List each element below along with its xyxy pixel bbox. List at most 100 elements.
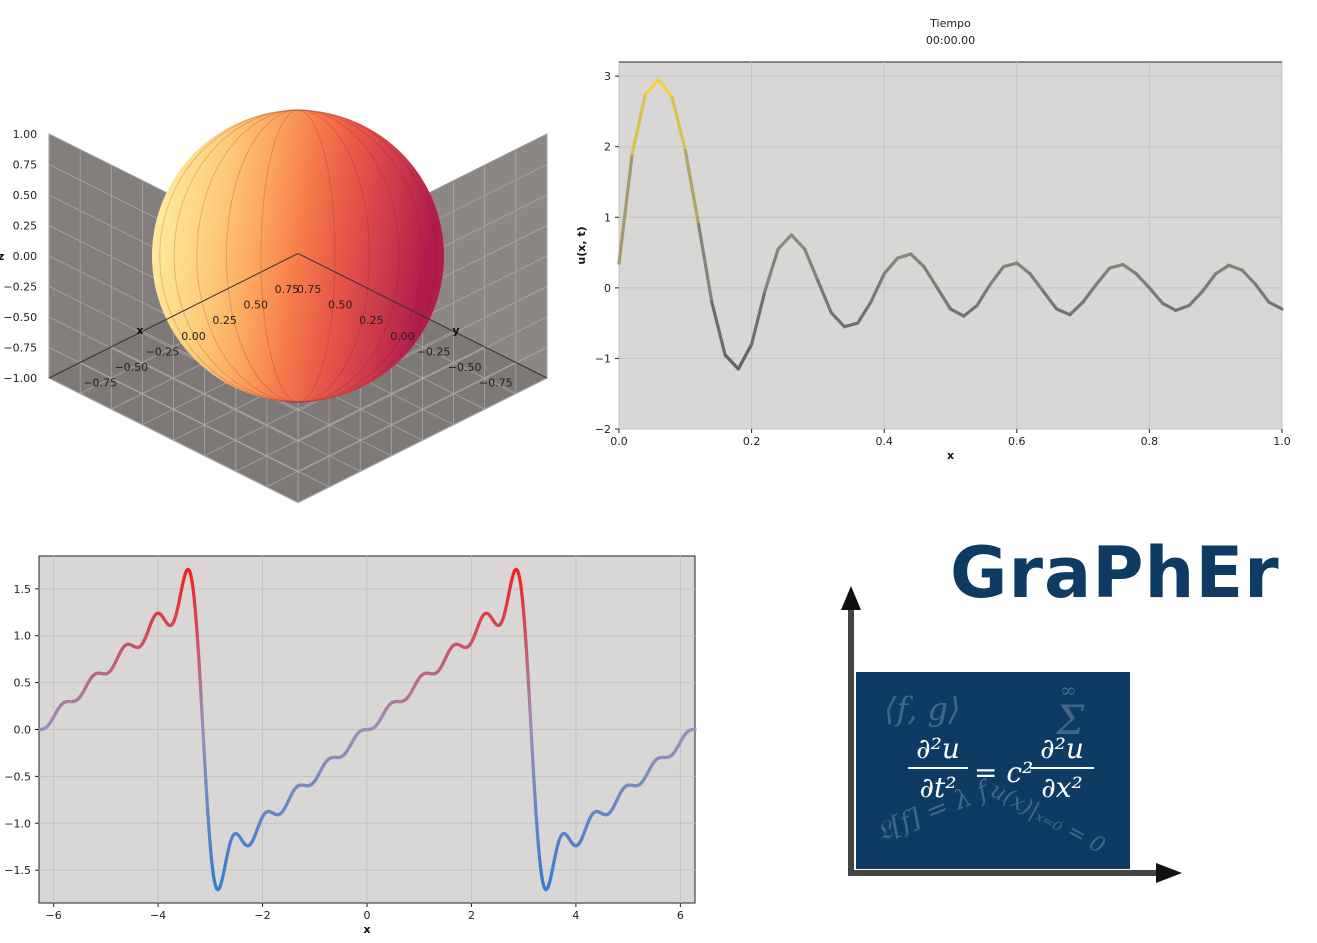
- y-tick-label: 3: [604, 70, 611, 83]
- series-line-segment: [196, 612, 197, 624]
- x-tick-label: 0.6: [1008, 435, 1026, 448]
- sphere-surface: [152, 110, 444, 402]
- x-axis-label: x: [363, 923, 370, 936]
- equation-lhs-bar: [908, 767, 968, 769]
- y-tick-label: 1: [604, 211, 611, 224]
- y-tick-label: −2: [595, 423, 611, 436]
- equation-rhs: ∂²u ∂x²: [1030, 732, 1094, 804]
- x-tick-label: 0.00: [181, 330, 206, 343]
- x-tick-label: 0.8: [1141, 435, 1159, 448]
- y-tick-label: −1.5: [4, 864, 31, 877]
- series-line-segment: [528, 679, 529, 695]
- ghost-inner-product: ⟨f, g⟩: [884, 690, 961, 728]
- series-line-segment: [531, 728, 532, 745]
- z-tick-label: 1.00: [13, 128, 38, 141]
- series-line-segment: [524, 611, 525, 622]
- z-tick-label: 0.50: [13, 189, 38, 202]
- series-line-segment: [527, 663, 528, 679]
- x-tick-label: 1.0: [1273, 435, 1291, 448]
- series-line-segment: [209, 824, 210, 837]
- series-line-segment: [530, 711, 531, 728]
- equation-rhs-bar: [1030, 767, 1094, 769]
- series-line-segment: [525, 635, 526, 649]
- y-tick-label: 0.0: [14, 724, 32, 737]
- series-line-segment: [537, 822, 538, 835]
- x-tick-label: 0.25: [212, 314, 237, 327]
- y-tick-label: −1.0: [4, 817, 31, 830]
- logo-y-arrow-icon: [841, 586, 861, 610]
- equation-mid: = c²: [974, 756, 1033, 789]
- series-line-segment: [200, 681, 201, 697]
- z-tick-label: −1.00: [3, 372, 37, 385]
- x-tick-label: 0.75: [275, 283, 300, 296]
- y-tick-label: 0.50: [328, 299, 353, 312]
- equation-lhs-numerator: ∂²u: [908, 732, 968, 765]
- logo-x-arrow-icon: [1156, 863, 1182, 883]
- series-line-segment: [532, 745, 533, 762]
- x-tick-label: 0.50: [244, 299, 269, 312]
- series-line-segment: [206, 780, 207, 796]
- series-line-segment: [197, 637, 198, 651]
- equation-rhs-denominator: ∂x²: [1030, 771, 1094, 804]
- x-tick-label: 6: [677, 909, 684, 922]
- chart-subtitle: 00:00.00: [926, 34, 975, 47]
- ghost-infinity: ∞: [1060, 678, 1077, 702]
- z-tick-label: 0.25: [13, 220, 38, 233]
- logo-graphic: [780, 520, 1317, 939]
- series-line-segment: [538, 835, 539, 847]
- x-tick-label: 4: [572, 909, 579, 922]
- x-tick-label: −0.25: [146, 345, 180, 358]
- z-tick-label: −0.75: [3, 342, 37, 355]
- z-tick-label: −0.25: [3, 281, 37, 294]
- x-tick-label: 0.2: [743, 435, 761, 448]
- series-line-segment: [196, 624, 197, 637]
- x-axis-label: x: [947, 449, 954, 462]
- grapher-logo: GraPhEr ⟨f, g⟩ Σ ∞ 𝔏[f] = λ f u(x)|ₓ₌₀ =…: [780, 520, 1317, 939]
- y-tick-label: 0.75: [297, 283, 322, 296]
- x-tick-label: −0.50: [114, 361, 148, 374]
- y-tick-label: −0.50: [448, 361, 482, 374]
- series-line-segment: [524, 622, 525, 635]
- series-line-segment: [199, 666, 200, 682]
- y-tick-label: 0.5: [14, 677, 32, 690]
- series-line-segment: [207, 796, 208, 811]
- x-tick-label: −6: [46, 909, 62, 922]
- series-line-segment: [208, 811, 209, 825]
- y-tick-label: 0.00: [390, 330, 415, 343]
- series-line-segment: [536, 808, 537, 822]
- series-line-segment: [203, 731, 204, 748]
- x-tick-label: 0: [364, 909, 371, 922]
- series-line-segment: [202, 714, 203, 731]
- x-tick-label: −0.75: [83, 376, 117, 389]
- z-tick-label: 0.00: [13, 250, 38, 263]
- x-axis-label: x: [136, 324, 143, 337]
- series-line-segment: [529, 695, 530, 712]
- y-axis-label: u(x, t): [575, 226, 588, 264]
- x-tick-label: −4: [150, 909, 166, 922]
- plot-area: [619, 62, 1282, 429]
- z-tick-label: −0.50: [3, 311, 37, 324]
- series-line-segment: [204, 748, 205, 765]
- y-tick-label: −1: [595, 352, 611, 365]
- x-tick-label: 0.4: [875, 435, 893, 448]
- z-axis-label: z: [0, 250, 4, 263]
- series-line-segment: [533, 761, 534, 777]
- series-line-segment: [210, 837, 211, 848]
- equation-lhs-denominator: ∂t²: [908, 771, 968, 804]
- y-tick-label: 2: [604, 141, 611, 154]
- x-tick-label: 0.0: [610, 435, 628, 448]
- x-tick-label: −2: [254, 909, 270, 922]
- series-line-segment: [534, 778, 535, 794]
- y-tick-label: −0.5: [4, 770, 31, 783]
- x-tick-label: 2: [468, 909, 475, 922]
- series-line-segment: [205, 764, 206, 780]
- y-tick-label: 0.25: [359, 314, 384, 327]
- y-axis-label: y: [452, 324, 459, 337]
- equation-rhs-numerator: ∂²u: [1030, 732, 1094, 765]
